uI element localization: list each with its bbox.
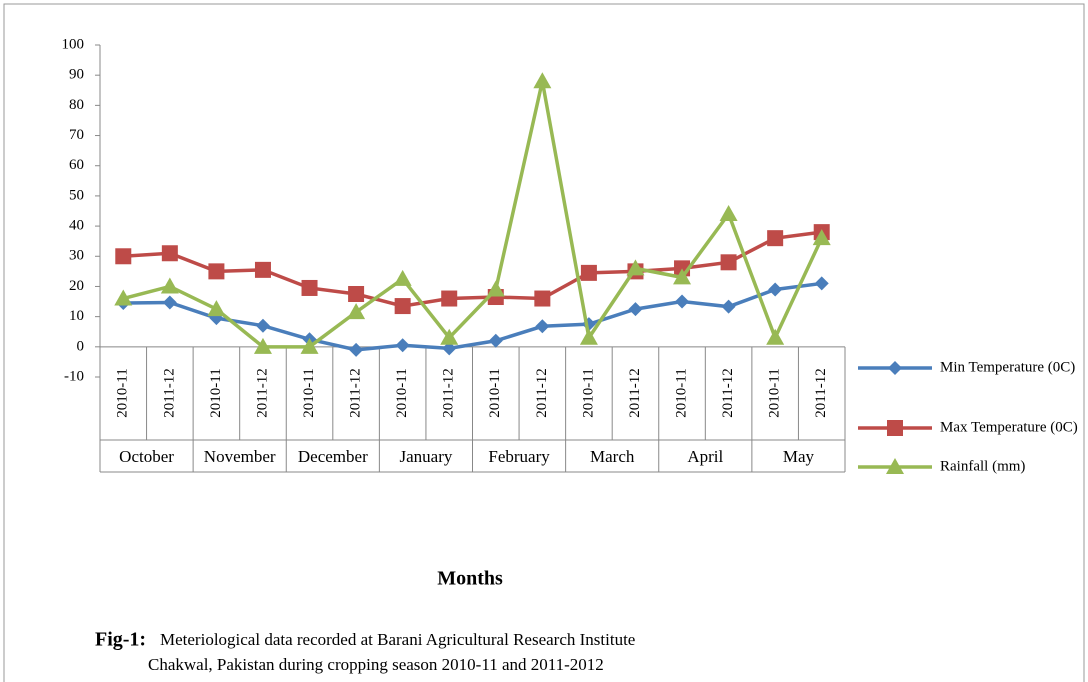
series-line: [123, 281, 822, 352]
legend-label: Max Temperature (0C): [940, 419, 1078, 435]
y-tick-label: 70: [69, 127, 84, 143]
marker: [673, 268, 692, 285]
marker: [255, 318, 270, 333]
marker: [579, 328, 598, 345]
group-label: November: [204, 447, 276, 466]
series-line: [122, 80, 824, 349]
marker: [348, 286, 365, 302]
x-tick-label: 2011-12: [254, 368, 270, 417]
group-label: December: [298, 447, 368, 466]
x-tick-label: 2010-11: [208, 368, 224, 417]
x-tick-label: 2011-12: [161, 368, 177, 417]
marker: [395, 338, 410, 353]
marker: [442, 341, 457, 356]
marker: [812, 229, 831, 246]
marker: [300, 337, 319, 354]
marker: [626, 259, 645, 276]
x-tick-label: 2011-12: [348, 368, 364, 417]
marker: [533, 72, 552, 89]
x-tick-label: 2011-12: [627, 368, 643, 417]
x-tick-label: 2010-11: [394, 368, 410, 417]
marker: [535, 319, 550, 334]
marker: [767, 230, 784, 247]
marker: [207, 300, 226, 317]
group-label: April: [687, 447, 723, 466]
y-tick-label: 20: [69, 278, 84, 294]
caption-label: Fig-1:: [95, 629, 146, 651]
marker: [814, 276, 829, 291]
frame: [3, 3, 1085, 682]
x-tick-label: 2010-11: [580, 368, 596, 417]
marker: [115, 248, 132, 265]
marker: [162, 295, 177, 310]
marker: [719, 205, 738, 222]
marker: [393, 269, 412, 286]
x-tick-label: 2010-11: [767, 368, 783, 417]
y-tick-label: 90: [69, 67, 84, 83]
legend-label: Rainfall (mm): [940, 458, 1025, 474]
marker: [628, 302, 643, 317]
group-label: January: [400, 447, 453, 466]
series-line: [123, 230, 822, 308]
x-tick-label: 2010-11: [301, 368, 317, 417]
marker: [114, 289, 133, 306]
legend-marker: [888, 361, 902, 375]
x-tick-label: 2011-12: [813, 368, 829, 417]
marker: [440, 328, 459, 345]
marker: [349, 342, 364, 357]
x-tick-label: 2010-11: [673, 368, 689, 417]
marker: [768, 282, 783, 297]
marker: [254, 261, 271, 278]
x-tick-label: 2010-11: [115, 368, 131, 417]
y-tick-label: -10: [64, 368, 84, 384]
y-tick-label: 30: [69, 248, 84, 264]
marker: [347, 303, 366, 320]
y-tick-label: 80: [69, 97, 84, 113]
x-tick-label: 2011-12: [441, 368, 457, 417]
marker: [161, 245, 178, 262]
x-tick-label: 2010-11: [487, 368, 503, 417]
group-label: May: [783, 447, 815, 466]
legend-marker: [886, 458, 904, 474]
marker: [486, 280, 505, 297]
marker: [301, 279, 318, 296]
marker: [160, 277, 179, 294]
group-label: March: [590, 447, 635, 466]
x-tick-label: 2011-12: [720, 368, 736, 417]
caption-line: Meteriological data recorded at Barani A…: [160, 630, 635, 649]
marker: [534, 290, 551, 307]
marker: [441, 290, 458, 307]
y-tick-label: 50: [69, 187, 84, 203]
legend-marker: [887, 420, 903, 436]
marker: [580, 264, 597, 281]
marker: [208, 263, 225, 280]
x-axis-title: Months: [437, 568, 503, 590]
y-tick-label: 60: [69, 157, 84, 173]
group-label: February: [488, 447, 550, 466]
marker: [766, 328, 785, 345]
caption-line: Chakwal, Pakistan during cropping season…: [148, 655, 604, 674]
marker: [488, 333, 503, 348]
y-tick-label: 0: [77, 338, 85, 354]
marker: [394, 298, 411, 315]
marker: [253, 337, 272, 354]
x-tick-label: 2011-12: [534, 368, 550, 417]
y-tick-label: 100: [62, 36, 85, 52]
marker: [720, 254, 737, 271]
group-label: October: [119, 447, 174, 466]
marker: [721, 299, 736, 314]
legend-label: Min Temperature (0C): [940, 359, 1075, 375]
y-tick-label: 40: [69, 218, 84, 234]
marker: [675, 294, 690, 309]
y-tick-label: 10: [69, 308, 84, 324]
